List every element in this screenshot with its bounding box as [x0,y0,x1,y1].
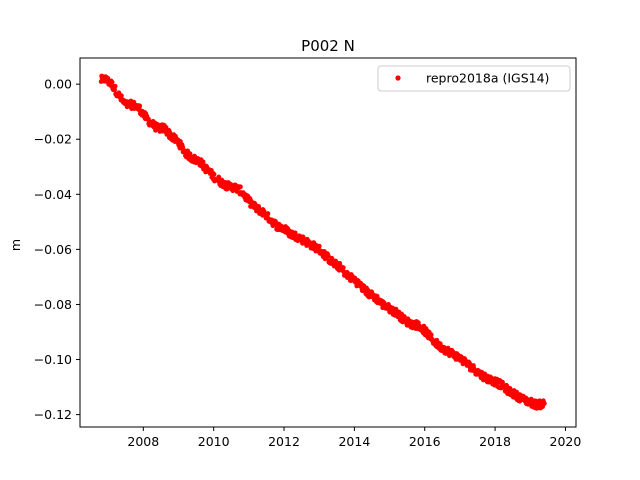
data-point [292,230,298,236]
data-point [325,253,331,259]
y-tick-label: −0.10 [34,352,72,367]
legend: repro2018a (IGS14) [377,65,571,92]
data-point [238,184,243,190]
y-tick-label: −0.12 [34,407,72,422]
legend-box [377,65,571,92]
y-axis-label: m [8,239,23,251]
data-point [340,265,346,271]
data-point [112,83,118,89]
x-axis: 2008 2010 2012 2014 2016 2018 2020 [127,427,581,449]
x-tick-label: 2014 [338,434,370,449]
y-axis: 0.00 −0.02 −0.04 −0.06 −0.08 −0.10 −0.12 [34,77,80,422]
x-tick-label: 2010 [198,434,230,449]
data-point [137,103,143,109]
y-tick-label: −0.04 [34,187,72,202]
data-point [109,79,115,85]
data-point [211,171,217,177]
y-tick-label: −0.08 [34,297,72,312]
data-point [216,174,222,180]
data-point [163,125,169,130]
x-tick-label: 2020 [550,434,582,449]
y-tick-label: −0.06 [34,242,72,257]
x-tick-label: 2012 [268,434,300,449]
data-point [316,243,322,249]
y-tick-label: 0.00 [44,77,72,92]
legend-marker [395,75,401,81]
data-point [119,93,124,99]
x-tick-label: 2016 [409,434,441,449]
data-point [428,332,434,338]
data-point [105,75,111,81]
data-point [265,211,271,216]
y-tick-label: −0.02 [34,132,72,147]
data-point [500,379,505,385]
data-points [98,73,547,411]
x-tick-label: 2008 [127,434,159,449]
data-point [541,401,547,406]
x-tick-label: 2018 [479,434,511,449]
chart-title: P002 N [301,37,355,55]
plot-frame [79,57,577,428]
data-point [261,208,267,214]
legend-label: repro2018a (IGS14) [426,71,549,86]
